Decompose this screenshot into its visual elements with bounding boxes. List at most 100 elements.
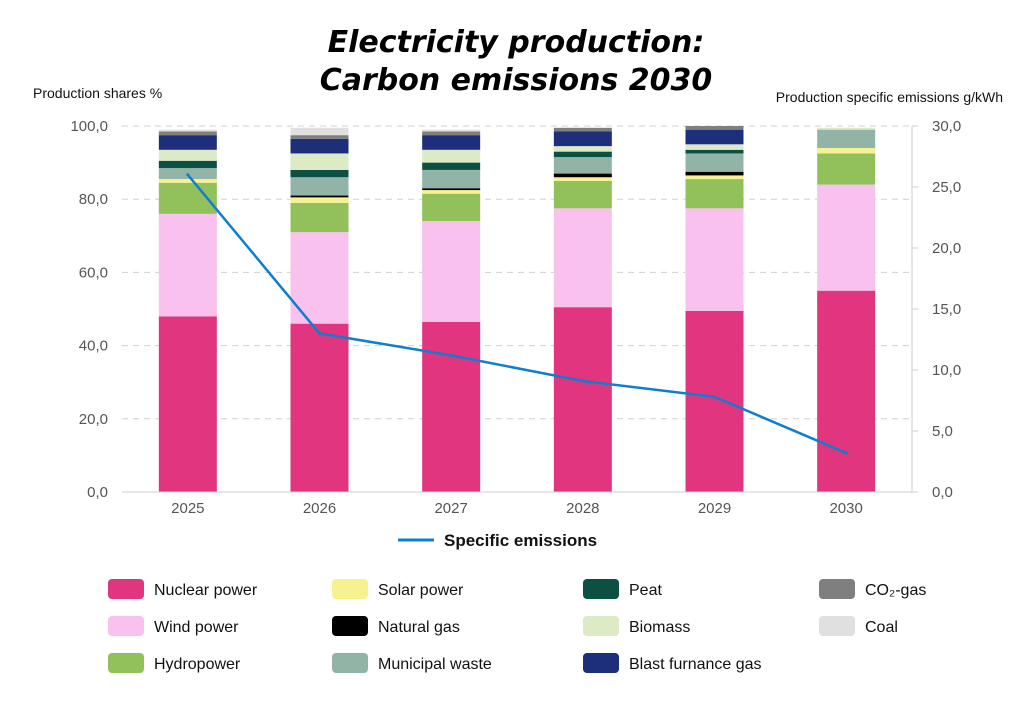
bar-segment-nuclear-power: [817, 290, 876, 492]
gridlines: [122, 125, 912, 420]
left-tick-label: 80,0: [79, 191, 108, 208]
left-tick-label: 0,0: [87, 484, 108, 501]
emissions-point: [186, 173, 190, 177]
emissions-point: [844, 451, 848, 455]
bar-segment-co-gas: [553, 127, 612, 132]
bar-segment-biomass: [817, 127, 876, 130]
bar-segment-natural-gas: [553, 173, 612, 178]
bar-segment-hydropower: [685, 179, 744, 209]
bar-segment-biomass: [158, 149, 217, 161]
bar-segment-nuclear-power: [422, 321, 481, 492]
bar-segment-natural-gas: [422, 188, 481, 191]
legend-swatch-blast-furnance-gas: [583, 653, 619, 673]
legend-swatch-peat: [583, 579, 619, 599]
right-tick-label: 25,0: [932, 179, 961, 196]
x-tick-label: 2030: [829, 500, 862, 517]
bar-segment-municipal-waste: [290, 177, 349, 196]
legend-swatch-biomass: [583, 616, 619, 636]
bar-segment-co-gas: [685, 126, 744, 130]
bar-segment-biomass: [553, 146, 612, 152]
bar-segment-coal: [158, 129, 217, 132]
right-tick-label: 30,0: [932, 118, 961, 135]
bar-segment-hydropower: [290, 202, 349, 233]
legend-label-peat: Peat: [629, 582, 662, 599]
bar-segment-nuclear-power: [685, 310, 744, 492]
legend-label-solar-power: Solar power: [378, 582, 464, 599]
bar-segment-nuclear-power: [158, 316, 217, 492]
bar-segment-solar-power: [685, 175, 744, 180]
legend-label-blast-furnance-gas: Blast furnance gas: [629, 656, 762, 673]
legend-swatch-co-gas: [819, 579, 855, 599]
legend-swatch-natural-gas: [332, 616, 368, 636]
bar-segment-biomass: [685, 144, 744, 150]
left-tick-label: 20,0: [79, 411, 108, 428]
right-tick-label: 0,0: [932, 484, 953, 501]
legend-label-co-gas: CO₂-gas: [865, 582, 926, 599]
x-tick-label: 2025: [171, 500, 204, 517]
bar-segment-solar-power: [422, 190, 481, 194]
bar-segment-hydropower: [553, 180, 612, 209]
bar-segment-blast-furnance-gas: [422, 135, 481, 150]
right-tick-label: 20,0: [932, 240, 961, 257]
legend-label-natural-gas: Natural gas: [378, 619, 460, 636]
bar-segment-hydropower: [422, 193, 481, 222]
bar-segment-wind-power: [553, 208, 612, 308]
right-tick-label: 5,0: [932, 423, 953, 440]
legend-swatch-wind-power: [108, 616, 144, 636]
bar-segment-hydropower: [817, 153, 876, 185]
bar-segment-co-gas: [422, 131, 481, 136]
bar-segment-nuclear-power: [553, 307, 612, 492]
legend-swatch-solar-power: [332, 579, 368, 599]
x-tick-label: 2028: [566, 500, 599, 517]
left-tick-label: 100,0: [70, 118, 108, 135]
bar-segment-natural-gas: [290, 195, 349, 198]
bar-segment-solar-power: [817, 147, 876, 154]
legend-label-coal: Coal: [865, 619, 898, 636]
x-tick-label: 2029: [698, 500, 731, 517]
bar-segment-solar-power: [290, 197, 349, 203]
bar-segment-wind-power: [158, 213, 217, 317]
right-tick-label: 15,0: [932, 301, 961, 318]
legend-label-biomass: Biomass: [629, 619, 690, 636]
bar-segment-peat: [685, 149, 744, 154]
bar-segment-municipal-waste: [817, 129, 876, 148]
bar-segment-co-gas: [158, 131, 217, 136]
bar-segment-wind-power: [422, 221, 481, 322]
bar-segment-wind-power: [685, 208, 744, 311]
emissions-point: [713, 395, 716, 399]
left-tick-label: 40,0: [79, 338, 108, 355]
bar-segment-blast-furnance-gas: [553, 131, 612, 147]
legend-swatch-coal: [819, 616, 855, 636]
bar-segment-co-gas: [290, 135, 349, 139]
bar-segment-blast-furnance-gas: [290, 138, 349, 154]
left-tick-label: 60,0: [79, 264, 108, 281]
bar-segment-blast-furnance-gas: [685, 129, 744, 145]
bar-segment-biomass: [290, 153, 349, 170]
legend-swatch-nuclear-power: [108, 579, 144, 599]
emissions-point: [318, 331, 321, 335]
right-axis-title: Production specific emissions g/kWh: [776, 89, 1003, 105]
bar-segment-peat: [158, 160, 217, 169]
x-tick-label: 2027: [434, 500, 467, 517]
bar-segment-solar-power: [553, 177, 612, 181]
right-axis-ticks: 0,0 5,0 10,0 15,0 20,0 25,0 30,0: [912, 118, 961, 501]
legend: Nuclear power Wind power Hydropower Solar p…: [108, 579, 926, 673]
bar-segment-coal: [422, 129, 481, 132]
bar-segment-solar-power: [158, 179, 217, 183]
legend-swatch-hydropower: [108, 653, 144, 673]
bar-segment-peat: [422, 162, 481, 170]
line-legend-label: Specific emissions: [444, 531, 597, 550]
emissions-point: [449, 353, 453, 357]
emissions-point: [581, 379, 585, 383]
bar-segment-peat: [553, 151, 612, 158]
bar-segment-biomass: [422, 149, 481, 163]
chart-title-line-1: Electricity production:: [328, 25, 705, 60]
stacked-bars: [158, 126, 876, 492]
left-axis-ticks: 0,0 20,0 40,0 60,0 80,0 100,0: [70, 118, 108, 501]
bar-segment-nuclear-power: [290, 323, 349, 492]
bar-segment-municipal-waste: [685, 153, 744, 172]
bar-segment-peat: [290, 169, 349, 178]
bar-segment-blast-furnance-gas: [158, 135, 217, 150]
line-legend: Specific emissions: [398, 531, 597, 550]
